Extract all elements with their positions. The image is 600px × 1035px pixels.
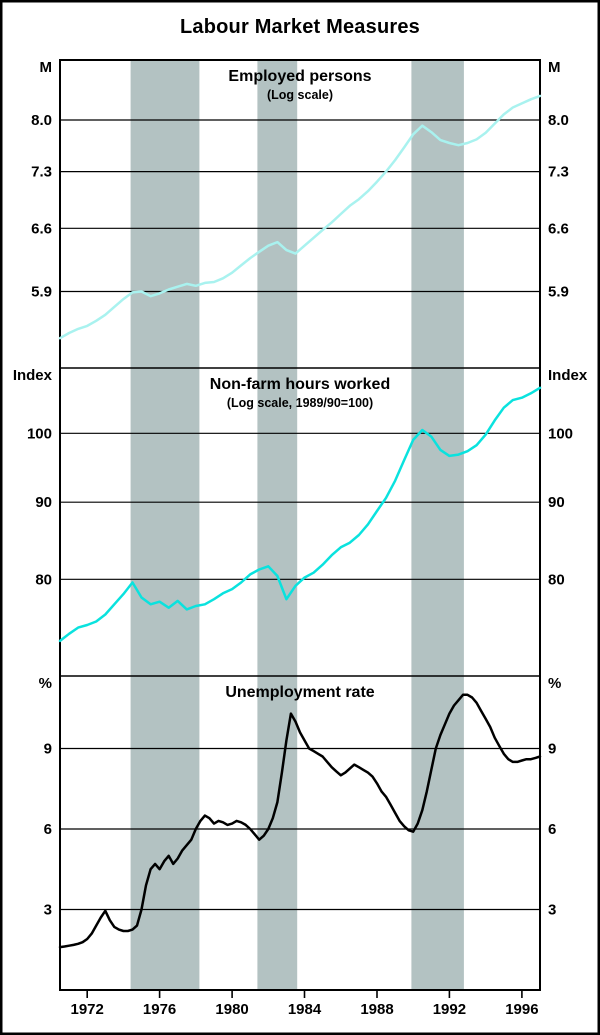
series-line-unemployment-rate [58,693,542,949]
y-tick-label-left: 90 [35,494,52,511]
panel-subtitle: (Log scale, 1989/90=100) [227,396,373,410]
y-tick-label-left: 7.3 [31,164,52,181]
y-tick-label-right: 6 [548,821,556,838]
recession-band [411,60,464,990]
y-tick-label-left: 6 [44,821,52,838]
y-tick-label-right: 6.6 [548,220,569,237]
series-line-non-farm-hours-worked [58,386,542,643]
y-tick-label-right: 5.9 [548,284,569,301]
y-tick-label-right: 9 [548,741,556,758]
y-tick-label-left: 8.0 [31,112,52,129]
y-tick-label-left: 100 [27,425,52,442]
recession-band [130,60,200,990]
y-tick-label-left: 80 [35,571,52,588]
axis-unit-right: Index [548,367,588,384]
panel-subtitle: (Log scale) [267,88,333,102]
x-tick-label: 1992 [433,1001,466,1018]
x-tick-label: 1976 [143,1001,176,1018]
y-tick-label-right: 80 [548,571,565,588]
recession-band [257,60,298,990]
panel-title: Employed persons [228,68,371,85]
y-tick-label-right: 90 [548,494,565,511]
chart-title: Labour Market Measures [179,16,421,38]
x-tick-label: 1980 [215,1001,248,1018]
panel-title: Non-farm hours worked [210,376,390,393]
y-tick-label-right: 3 [548,902,556,919]
y-tick-label-left: 6.6 [31,220,52,237]
y-tick-label-left: 3 [44,902,52,919]
y-tick-label-left: 9 [44,741,52,758]
plot-frame [59,59,541,991]
x-tick-label: 1984 [288,1001,322,1018]
x-tick-label: 1972 [71,1001,104,1018]
y-tick-label-right: 8.0 [548,112,569,129]
x-tick-label: 1996 [505,1001,538,1018]
axis-unit-left: M [40,59,53,76]
y-tick-label-right: 100 [548,425,573,442]
panel-title: Unemployment rate [225,684,374,701]
y-tick-label-right: 7.3 [548,164,569,181]
x-tick-label: 1988 [360,1001,393,1018]
series-line-employed-persons [58,94,542,340]
axis-unit-left: Index [13,367,53,384]
axis-unit-right: % [548,675,561,692]
y-tick-label-left: 5.9 [31,284,52,301]
axis-unit-left: % [39,675,52,692]
axis-unit-right: M [548,59,561,76]
